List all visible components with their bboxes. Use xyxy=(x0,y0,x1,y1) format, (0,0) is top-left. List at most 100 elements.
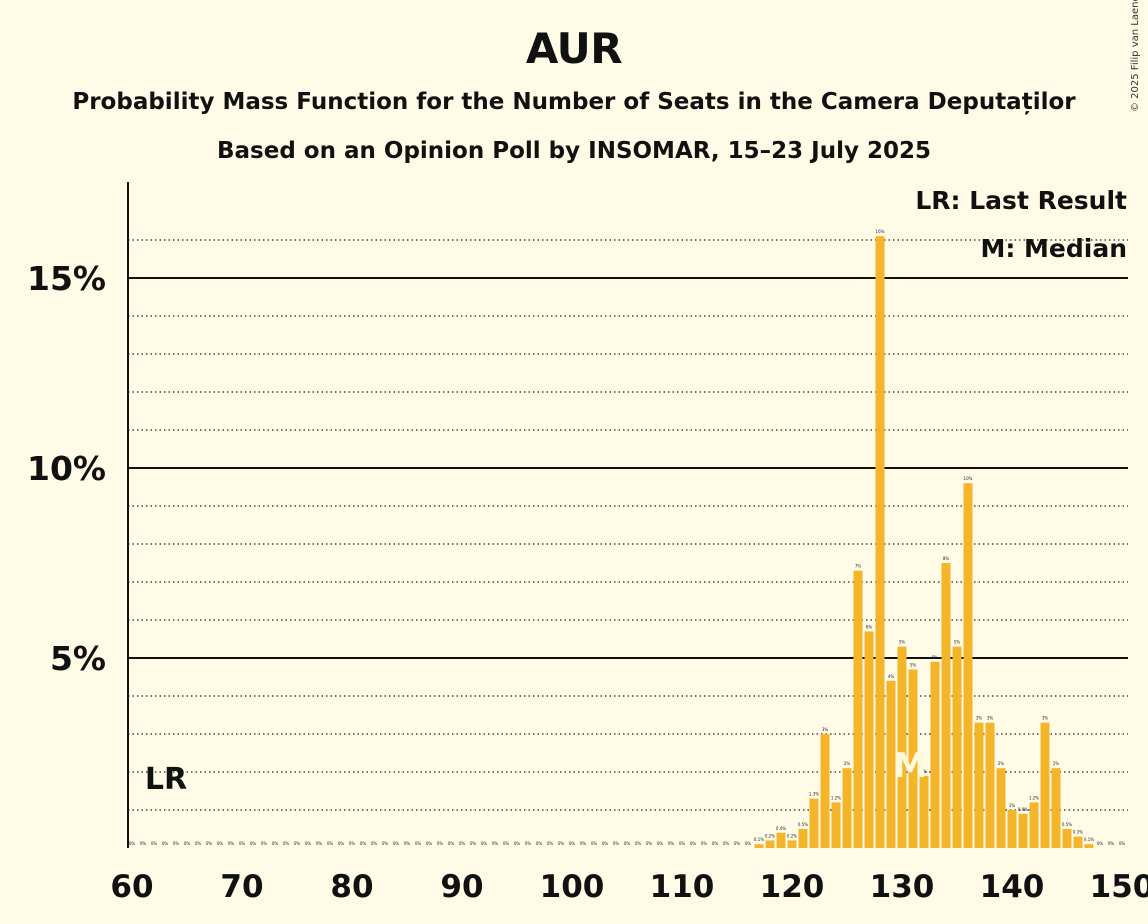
bar xyxy=(1018,813,1028,848)
bar-data-label: 0% xyxy=(195,841,202,846)
bar-data-label: 0% xyxy=(140,841,147,846)
bar-data-label: 0% xyxy=(426,841,433,846)
bar xyxy=(1062,829,1072,848)
bar-data-label: 0% xyxy=(382,841,389,846)
bar xyxy=(776,832,786,848)
bar-data-label: 0% xyxy=(217,841,224,846)
chart-subtitle: Probability Mass Function for the Number… xyxy=(72,89,1076,115)
y-tick-label: 10% xyxy=(27,449,106,488)
bar-data-label: 7% xyxy=(855,564,862,569)
bar xyxy=(1007,810,1017,848)
bar xyxy=(820,734,830,848)
bar-data-label: 0% xyxy=(723,841,730,846)
bar-data-label: 16% xyxy=(876,229,885,234)
bar-data-label: 0% xyxy=(580,841,587,846)
bar xyxy=(754,844,764,848)
bar-data-label: 0.9% xyxy=(1018,807,1028,812)
bar-data-label: 0% xyxy=(558,841,565,846)
bar-data-label: 0% xyxy=(470,841,477,846)
bar xyxy=(1040,722,1050,848)
bar-data-label: 0.5% xyxy=(1062,822,1072,827)
bar xyxy=(974,722,984,848)
bar xyxy=(996,768,1006,848)
bar-data-label: 0% xyxy=(1108,841,1115,846)
bar-data-label: 6% xyxy=(866,624,873,629)
bar-data-label: 2% xyxy=(844,761,851,766)
bar-data-label: 5% xyxy=(910,662,917,667)
bar-data-label: 8% xyxy=(943,556,950,561)
bar-data-label: 0% xyxy=(701,841,708,846)
bar-data-label: 5% xyxy=(932,655,939,660)
bar-data-label: 0% xyxy=(679,841,686,846)
bar xyxy=(1073,836,1083,848)
bar-data-label: 0% xyxy=(316,841,323,846)
bar xyxy=(952,646,962,848)
bar-data-label: 0% xyxy=(206,841,213,846)
median-marker: M xyxy=(893,746,927,786)
bar-data-label: 0% xyxy=(184,841,191,846)
bar-data-label: 3% xyxy=(1042,716,1049,721)
bar-data-label: 0% xyxy=(283,841,290,846)
bar-data-label: 0% xyxy=(437,841,444,846)
bar-data-label: 0% xyxy=(525,841,532,846)
bar-data-label: 0.2% xyxy=(765,833,775,838)
x-tick-label: 60 xyxy=(110,869,153,905)
bar xyxy=(886,680,896,848)
x-tick-label: 150 xyxy=(1090,869,1148,905)
y-tick-label: 5% xyxy=(50,639,106,678)
bar-data-label: 0% xyxy=(635,841,642,846)
bar xyxy=(897,646,907,848)
bar xyxy=(908,669,918,848)
bar-data-label: 0% xyxy=(151,841,158,846)
bar-data-label: 0% xyxy=(712,841,719,846)
bar-data-label: 1% xyxy=(1009,803,1016,808)
x-tick-label: 130 xyxy=(870,869,935,905)
bar-data-label: 10% xyxy=(964,476,973,481)
bar-data-label: 0% xyxy=(492,841,499,846)
bar xyxy=(798,829,808,848)
bar-data-label: 0% xyxy=(514,841,521,846)
bar-data-label: 0% xyxy=(1119,841,1126,846)
bar-data-label: 2% xyxy=(1053,761,1060,766)
bar xyxy=(941,563,951,848)
bar xyxy=(1029,802,1039,848)
bar-data-label: 0% xyxy=(338,841,345,846)
bar xyxy=(930,661,940,848)
bar xyxy=(919,775,929,848)
x-tick-label: 110 xyxy=(650,869,715,905)
bar-data-label: 0% xyxy=(613,841,620,846)
x-tick-label: 120 xyxy=(760,869,825,905)
bar xyxy=(985,722,995,848)
x-tick-label: 140 xyxy=(980,869,1045,905)
legend-entry: M: Median xyxy=(980,234,1127,263)
bar-data-label: 1.2% xyxy=(831,795,841,800)
bar-data-label: 0.4% xyxy=(776,826,786,831)
bar-data-label: 0% xyxy=(668,841,675,846)
bar-data-label: 0.5% xyxy=(798,822,808,827)
bar-data-label: 0% xyxy=(250,841,257,846)
bar-data-label: 0% xyxy=(173,841,180,846)
bars xyxy=(754,236,1094,848)
bar-data-label: 0% xyxy=(503,841,510,846)
bar-data-label: 0% xyxy=(371,841,378,846)
bar-data-label: 0% xyxy=(294,841,301,846)
bar-data-label: 0% xyxy=(404,841,411,846)
bar-data-label: 2% xyxy=(998,761,1005,766)
bar xyxy=(864,631,874,848)
bar xyxy=(842,768,852,848)
bar-data-label: 0% xyxy=(734,841,741,846)
bar-data-label: 3% xyxy=(976,716,983,721)
legend: LR: Last Result M: Median xyxy=(915,186,1127,263)
bar xyxy=(809,798,819,848)
bar-data-label: 0% xyxy=(624,841,631,846)
x-tick-label: 80 xyxy=(330,869,373,905)
bar xyxy=(1051,768,1061,848)
bar-data-label: 0% xyxy=(745,841,752,846)
bar-data-label: 0% xyxy=(646,841,653,846)
bar-data-label: 0% xyxy=(327,841,334,846)
bar-data-label: 0% xyxy=(393,841,400,846)
bar-data-label: 0% xyxy=(360,841,367,846)
axes: 5% 10% 15% 60 70 80 90 100 110 120 130 140 150 xyxy=(27,182,1148,905)
bar-data-label: 5% xyxy=(899,640,906,645)
